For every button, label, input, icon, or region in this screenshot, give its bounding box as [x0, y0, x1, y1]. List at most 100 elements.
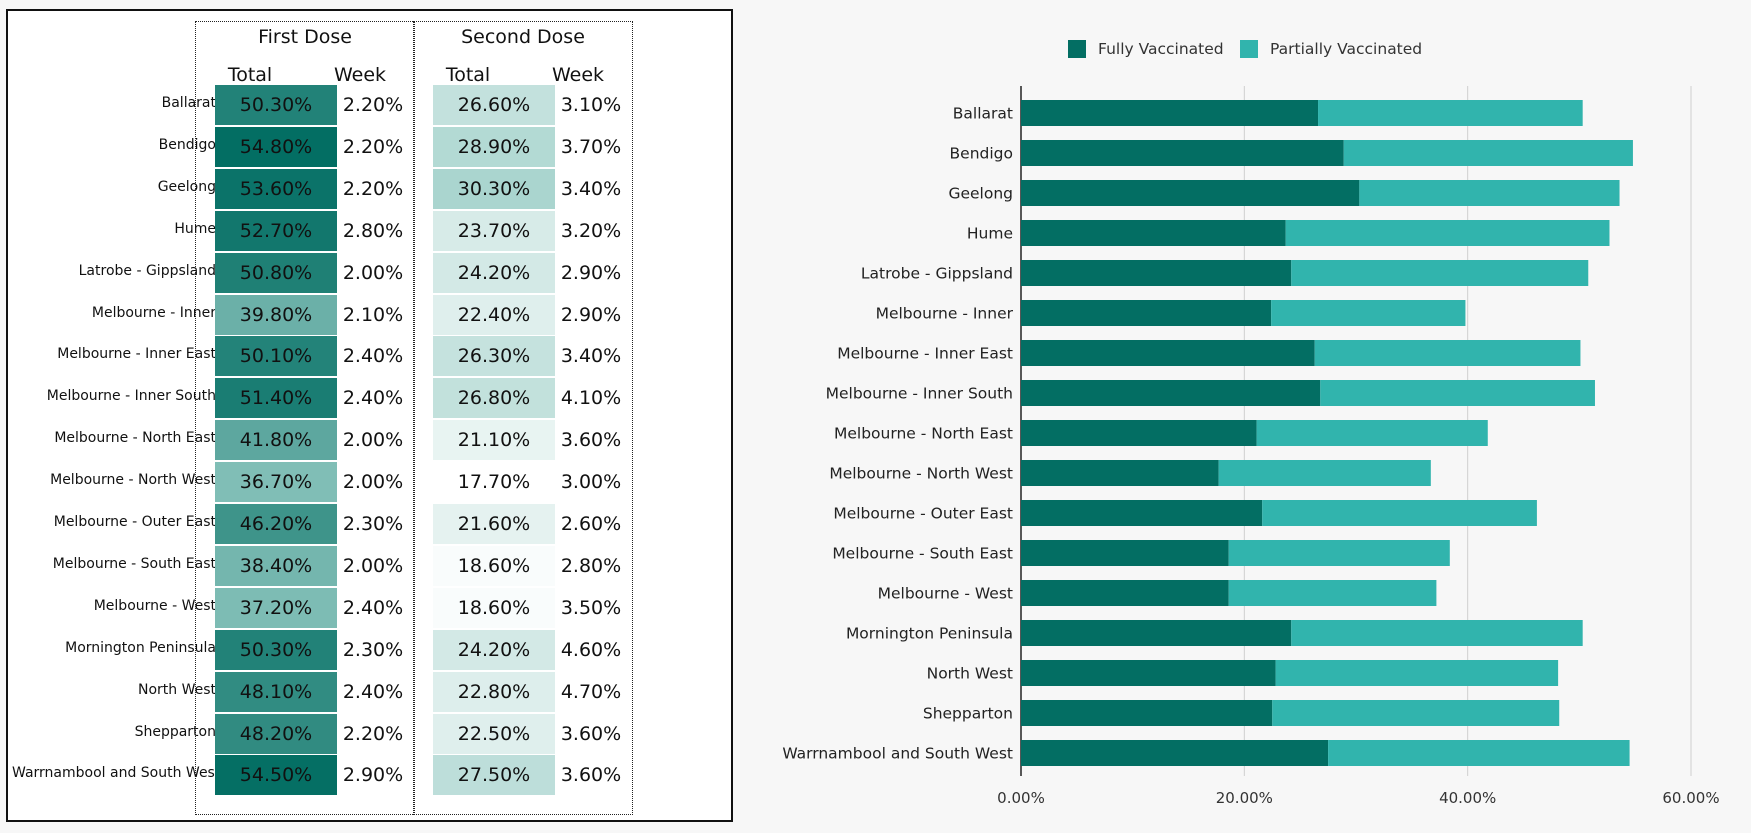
bar-fully-vaccinated — [1021, 340, 1315, 366]
second-week-header: Week — [551, 64, 605, 86]
cell-second-week: 2.90% — [560, 261, 622, 284]
category-label: Melbourne - Inner — [876, 305, 1014, 323]
bar-fully-vaccinated — [1021, 660, 1276, 686]
bar-partially-vaccinated — [1314, 340, 1581, 366]
cell-second-total: 22.40% — [433, 294, 555, 335]
bar-partially-vaccinated — [1291, 620, 1583, 646]
bar-fully-vaccinated — [1021, 500, 1263, 526]
bar-fully-vaccinated — [1021, 700, 1273, 726]
category-label: Latrobe - Gippsland — [861, 265, 1013, 283]
bar-partially-vaccinated — [1343, 140, 1633, 166]
row-region-label: North West — [137, 681, 216, 698]
cell-second-total: 26.60% — [433, 85, 555, 125]
cell-first-week: 2.20% — [342, 722, 404, 745]
cell-first-total: 50.30% — [215, 629, 337, 670]
legend-label-fully: Fully Vaccinated — [1098, 40, 1224, 58]
row-region-label: Melbourne - Outer East — [53, 514, 216, 530]
bar-partially-vaccinated — [1328, 740, 1630, 766]
category-label: Melbourne - Inner South — [826, 385, 1013, 403]
cell-second-week: 3.00% — [560, 471, 622, 494]
bar-partially-vaccinated — [1320, 380, 1595, 406]
second-total-header: Total — [445, 64, 491, 86]
bar-fully-vaccinated — [1021, 580, 1229, 606]
row-region-label: Hume — [174, 220, 216, 237]
row-region-label: Shepparton — [134, 723, 216, 740]
bar-partially-vaccinated — [1318, 100, 1583, 126]
cell-second-total: 26.30% — [433, 336, 555, 377]
cell-second-week: 3.60% — [560, 429, 622, 452]
cell-first-total: 53.60% — [215, 168, 337, 209]
legend: Fully Vaccinated Partially Vaccinated — [1068, 40, 1422, 58]
bar-fully-vaccinated — [1021, 460, 1219, 486]
x-tick-label: 20.00% — [1216, 789, 1273, 807]
cell-second-week: 2.60% — [560, 513, 622, 535]
cell-first-total: 39.80% — [215, 294, 337, 335]
category-label: Melbourne - North East — [834, 425, 1013, 443]
row-region-label: Bendigo — [158, 136, 216, 153]
cell-second-total: 18.60% — [433, 545, 555, 586]
cell-first-total: 50.80% — [215, 252, 337, 293]
bar-partially-vaccinated — [1228, 540, 1450, 566]
cell-first-week: 2.20% — [342, 94, 404, 116]
category-label: North West — [927, 665, 1013, 683]
row-region-label: Warrnambool and South West — [12, 765, 221, 782]
cell-second-total: 24.20% — [433, 629, 555, 670]
category-label: Hume — [967, 225, 1013, 243]
bar-partially-vaccinated — [1272, 700, 1560, 726]
cell-first-total: 38.40% — [215, 545, 337, 586]
cell-second-week: 3.70% — [560, 135, 622, 158]
row-region-label: Melbourne - Inner — [91, 304, 216, 321]
cell-first-total: 41.80% — [215, 420, 337, 461]
bar-fully-vaccinated — [1021, 540, 1229, 566]
cell-first-week: 2.00% — [342, 471, 404, 494]
row-region-label: Melbourne - Inner South — [46, 388, 216, 405]
cell-second-total: 21.10% — [433, 420, 555, 461]
cell-first-total: 48.20% — [215, 713, 337, 754]
cell-second-total: 30.30% — [433, 168, 555, 209]
cell-second-week: 3.60% — [560, 764, 622, 787]
bar-partially-vaccinated — [1262, 500, 1537, 526]
bar-fully-vaccinated — [1021, 420, 1257, 446]
row-region-label: Melbourne - North East — [54, 430, 216, 447]
cell-second-total: 27.50% — [433, 755, 555, 796]
cell-first-week: 2.40% — [342, 680, 404, 703]
row-region-label: Mornington Peninsula — [65, 639, 216, 656]
bar-fully-vaccinated — [1021, 620, 1292, 646]
bar-fully-vaccinated — [1021, 100, 1319, 126]
x-tick-label: 60.00% — [1662, 789, 1719, 807]
first-dose-group — [195, 21, 415, 815]
cell-second-week: 4.60% — [560, 638, 622, 661]
cell-second-week: 3.10% — [560, 94, 622, 116]
cell-first-total: 37.20% — [215, 587, 337, 628]
cell-first-week: 2.40% — [342, 345, 404, 368]
legend-swatch-partially — [1240, 40, 1258, 58]
cell-first-week: 2.40% — [342, 387, 404, 410]
category-label: Melbourne - West — [878, 585, 1013, 603]
cell-first-week: 2.30% — [342, 513, 404, 535]
category-label: Melbourne - Inner East — [837, 345, 1013, 363]
cell-first-week: 2.30% — [342, 638, 404, 661]
cell-second-week: 3.20% — [560, 219, 622, 242]
bar-partially-vaccinated — [1285, 220, 1610, 246]
row-region-label: Geelong — [157, 178, 216, 195]
cell-second-total: 17.70% — [433, 462, 555, 503]
cell-first-total: 54.80% — [215, 126, 337, 167]
vaccination-table: First Dose Second Dose Total Week Total … — [6, 9, 733, 822]
cell-first-week: 2.00% — [342, 429, 404, 452]
legend-label-partially: Partially Vaccinated — [1270, 40, 1422, 58]
cell-first-week: 2.00% — [342, 554, 404, 577]
row-region-label: Melbourne - Inner East — [57, 346, 216, 363]
category-label: Melbourne - Outer East — [833, 505, 1013, 523]
cell-second-total: 22.50% — [433, 713, 555, 754]
cell-second-week: 2.80% — [560, 554, 622, 577]
cell-second-week: 3.40% — [560, 345, 622, 368]
bar-fully-vaccinated — [1021, 140, 1344, 166]
second-dose-group — [413, 21, 633, 815]
cell-second-week: 3.50% — [560, 596, 622, 619]
cell-first-week: 2.90% — [342, 764, 404, 787]
category-label: Ballarat — [953, 105, 1013, 123]
bar-partially-vaccinated — [1275, 660, 1559, 686]
category-label: Melbourne - North West — [829, 465, 1013, 483]
first-week-header: Week — [333, 64, 387, 86]
